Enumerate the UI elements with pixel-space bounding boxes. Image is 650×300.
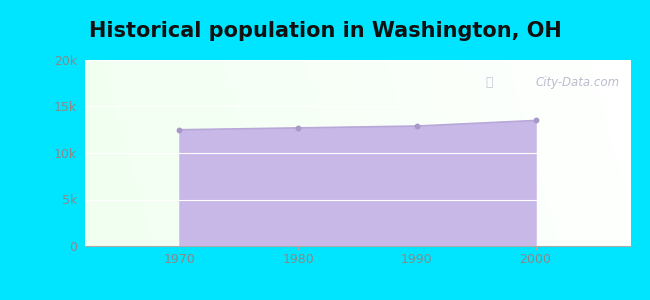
Point (530, 118, 541, 123)
Text: Historical population in Washington, OH: Historical population in Washington, OH (88, 21, 562, 41)
Point (411, 124, 422, 128)
Point (174, 127, 185, 132)
Text: Ⓜ: Ⓜ (486, 76, 493, 89)
Text: City-Data.com: City-Data.com (536, 76, 619, 89)
Point (293, 125, 304, 130)
